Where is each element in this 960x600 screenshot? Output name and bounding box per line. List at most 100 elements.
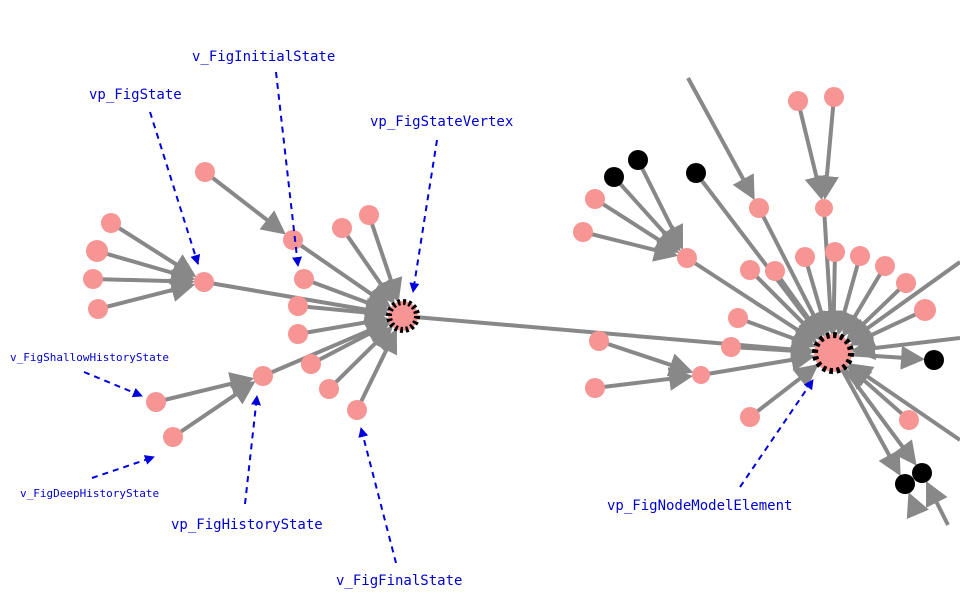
hub-node-core bbox=[814, 334, 852, 372]
label-fig-history-state: vp_FigHistoryState bbox=[171, 517, 323, 533]
label-fig-node-model-element: vp_FigNodeModelElement bbox=[607, 498, 792, 514]
graph-edge bbox=[847, 260, 960, 343]
hub-node bbox=[812, 332, 854, 374]
graph-hubs bbox=[386, 299, 854, 374]
graph-node-black bbox=[924, 350, 944, 370]
graph-node bbox=[288, 296, 308, 316]
graph-node bbox=[319, 379, 339, 399]
graph-node bbox=[850, 246, 870, 266]
graph-edge bbox=[821, 251, 846, 336]
graph-edges bbox=[92, 77, 960, 526]
graph-node bbox=[721, 337, 741, 357]
graph-node-black bbox=[686, 163, 706, 183]
graph-node-outlined bbox=[677, 248, 697, 268]
graph-edge bbox=[367, 214, 403, 303]
hub-node bbox=[386, 299, 420, 333]
graph-edge bbox=[203, 170, 286, 235]
graph-node-black bbox=[628, 150, 648, 170]
graph-node-dotted bbox=[194, 272, 214, 292]
graph-node bbox=[795, 247, 815, 267]
graph-node bbox=[83, 269, 103, 289]
graph-edge bbox=[402, 314, 816, 362]
graph-edge bbox=[700, 348, 816, 377]
graph-edge bbox=[598, 339, 694, 377]
hub-node-ring bbox=[386, 299, 420, 333]
hub-node-ring bbox=[812, 332, 854, 374]
graph-node bbox=[146, 392, 166, 412]
graph-node-dotted bbox=[815, 199, 833, 217]
graph-edge bbox=[926, 481, 950, 526]
graph-node-dotted bbox=[253, 366, 273, 386]
graph-node bbox=[585, 189, 605, 209]
graph-edge bbox=[594, 366, 694, 391]
graph-node bbox=[875, 256, 895, 276]
graph-node bbox=[589, 331, 609, 351]
graph-node-dotted bbox=[692, 366, 710, 384]
graph-node bbox=[101, 213, 121, 233]
graph-nodes bbox=[83, 87, 944, 494]
label-fig-initial-state: v_FigInitialState bbox=[192, 49, 335, 65]
graph-node bbox=[88, 299, 108, 319]
graph-edge bbox=[818, 207, 843, 336]
graph-node bbox=[914, 299, 936, 321]
graph-edge bbox=[612, 175, 681, 252]
graph-node bbox=[294, 269, 314, 289]
graph-node bbox=[899, 410, 919, 430]
graph-edge bbox=[685, 256, 818, 344]
label-fig-state: vp_FigState bbox=[89, 87, 182, 103]
graph-node bbox=[163, 427, 183, 447]
graph-edge bbox=[686, 77, 755, 201]
graph-edge bbox=[831, 352, 901, 477]
annotation-arrow-history-state bbox=[244, 395, 261, 505]
graph-edge bbox=[92, 269, 196, 294]
graph-node-outlined bbox=[749, 198, 769, 218]
graph-edge bbox=[831, 351, 917, 466]
graph-edge bbox=[906, 492, 929, 520]
annotation-arrow-shallow-history bbox=[83, 371, 143, 398]
annotation-labels: v_FigInitialState vp_FigState vp_FigStat… bbox=[10, 49, 792, 589]
graph-node bbox=[573, 222, 593, 242]
graph-edge bbox=[847, 363, 960, 442]
graph-node bbox=[347, 400, 367, 420]
graph-edge bbox=[748, 363, 819, 419]
graph-node bbox=[788, 91, 808, 111]
graph-node bbox=[824, 87, 844, 107]
graph-edge bbox=[355, 328, 398, 411]
graph-node-outlined bbox=[283, 230, 303, 250]
annotation-arrow-fig-state bbox=[149, 111, 201, 265]
graph-edge bbox=[814, 96, 839, 201]
label-fig-deep-history-state: v_FigDeepHistoryState bbox=[20, 487, 159, 500]
label-fig-state-vertex: vp_FigStateVertex bbox=[370, 114, 513, 130]
graph-node bbox=[740, 407, 760, 427]
label-fig-final-state: v_FigFinalState bbox=[336, 573, 462, 589]
graph-node bbox=[740, 260, 760, 280]
graph-node-black bbox=[895, 474, 915, 494]
annotation-arrow-final-state bbox=[358, 427, 397, 564]
graph-node bbox=[896, 273, 916, 293]
graph-node bbox=[332, 218, 352, 238]
graph-edge bbox=[97, 278, 196, 311]
graph-node bbox=[825, 242, 845, 262]
graph-node bbox=[765, 261, 785, 281]
graph-node-black bbox=[912, 463, 932, 483]
graph-edge bbox=[262, 319, 391, 378]
annotation-arrows bbox=[83, 71, 814, 564]
graph-node bbox=[585, 378, 605, 398]
graph-node bbox=[195, 162, 215, 182]
label-fig-shallow-history-state: v_FigShallowHistoryState bbox=[10, 351, 169, 364]
graph-edge bbox=[730, 338, 816, 363]
graph-node-black bbox=[604, 167, 624, 187]
graph-edge bbox=[636, 159, 683, 250]
graph-edge bbox=[796, 100, 829, 201]
graph-node bbox=[301, 354, 321, 374]
graph-edge bbox=[155, 372, 255, 404]
graph-node bbox=[288, 324, 308, 344]
graph-edge bbox=[171, 381, 256, 439]
graph-node bbox=[359, 205, 379, 225]
hub-node-core bbox=[388, 301, 418, 331]
graph-node bbox=[728, 308, 748, 328]
graph-edge bbox=[832, 255, 862, 336]
graph-node bbox=[86, 240, 108, 262]
graph-edge bbox=[850, 336, 960, 360]
